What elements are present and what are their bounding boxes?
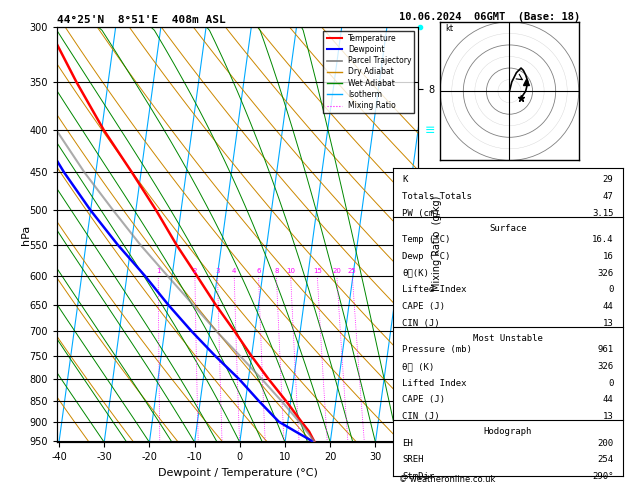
X-axis label: Dewpoint / Temperature (°C): Dewpoint / Temperature (°C) [157,468,318,478]
Text: 3: 3 [215,268,220,274]
Text: θᴇ (K): θᴇ (K) [403,362,435,371]
Text: 254: 254 [598,455,613,464]
Text: ≡: ≡ [425,204,435,217]
Text: © weatheronline.co.uk: © weatheronline.co.uk [399,474,496,484]
Y-axis label: km
ASL: km ASL [440,226,462,243]
Text: CIN (J): CIN (J) [403,412,440,421]
Text: 15: 15 [313,268,322,274]
Text: 25: 25 [348,268,357,274]
Text: 326: 326 [598,362,613,371]
Text: 10.06.2024  06GMT  (Base: 18): 10.06.2024 06GMT (Base: 18) [399,12,581,22]
Text: 29: 29 [603,175,613,184]
Text: 47: 47 [603,192,613,201]
Text: EH: EH [403,439,413,448]
Text: Lifted Index: Lifted Index [403,379,467,388]
Text: 44: 44 [603,302,613,311]
Text: 20: 20 [333,268,342,274]
Text: 8: 8 [274,268,279,274]
Text: K: K [403,175,408,184]
Text: CAPE (J): CAPE (J) [403,396,445,404]
Text: θᴇ(K): θᴇ(K) [403,269,429,278]
Text: Temp (°C): Temp (°C) [403,235,451,244]
Text: 4: 4 [232,268,237,274]
Text: Dewp (°C): Dewp (°C) [403,252,451,261]
Text: 200: 200 [598,439,613,448]
Text: Surface: Surface [489,224,526,233]
Text: 2: 2 [192,268,197,274]
Text: 1: 1 [156,268,160,274]
Text: Hodograph: Hodograph [484,427,532,436]
Text: 0: 0 [608,379,613,388]
Text: StmDir: StmDir [403,472,435,481]
Text: 13: 13 [603,412,613,421]
Text: CIN (J): CIN (J) [403,319,440,328]
Text: ≡: ≡ [425,298,435,311]
Text: CAPE (J): CAPE (J) [403,302,445,311]
Text: 16.4: 16.4 [592,235,613,244]
Text: ≡: ≡ [425,123,435,137]
Text: 44°25'N  8°51'E  408m ASL: 44°25'N 8°51'E 408m ASL [57,15,225,25]
Text: Most Unstable: Most Unstable [473,334,543,343]
Text: 326: 326 [598,269,613,278]
Text: kt: kt [445,24,453,33]
Text: PW (cm): PW (cm) [403,208,440,218]
Text: 10: 10 [286,268,295,274]
Text: Pressure (mb): Pressure (mb) [403,346,472,354]
Text: hPa: hPa [21,225,31,244]
Text: 44: 44 [603,396,613,404]
Text: 16: 16 [603,252,613,261]
Text: SREH: SREH [403,455,424,464]
Text: Lifted Index: Lifted Index [403,285,467,295]
Text: LCL: LCL [421,438,436,447]
Text: 290°: 290° [592,472,613,481]
Legend: Temperature, Dewpoint, Parcel Trajectory, Dry Adiabat, Wet Adiabat, Isotherm, Mi: Temperature, Dewpoint, Parcel Trajectory… [323,31,415,113]
Text: 6: 6 [256,268,261,274]
Text: 0: 0 [608,285,613,295]
Text: Totals Totals: Totals Totals [403,192,472,201]
Text: Mixing Ratio  (g/kg): Mixing Ratio (g/kg) [432,195,442,291]
Text: 13: 13 [603,319,613,328]
Text: 961: 961 [598,346,613,354]
Text: 3.15: 3.15 [592,208,613,218]
